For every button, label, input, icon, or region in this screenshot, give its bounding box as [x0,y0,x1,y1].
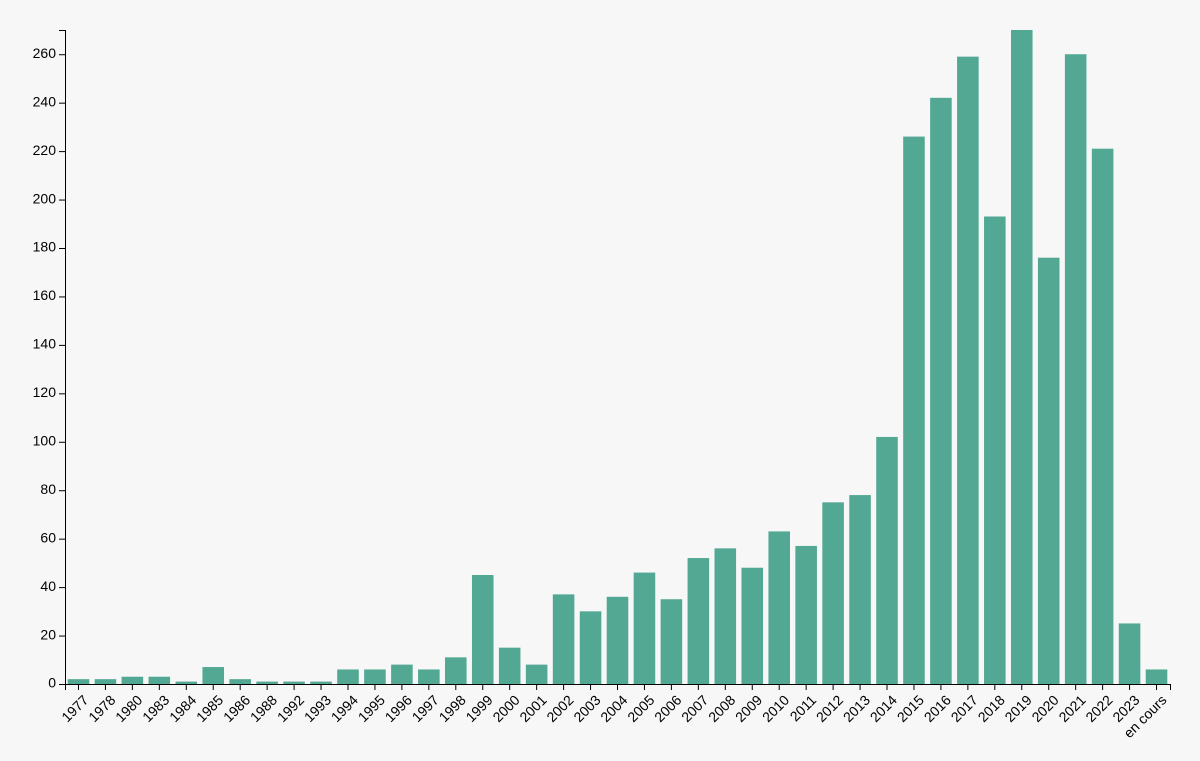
x-tick-label: 1997 [409,692,442,725]
bar-2013 [849,495,871,684]
x-tick-label: 1996 [382,692,415,725]
x-tick-label: 1980 [112,692,145,725]
y-tick-label: 260 [33,45,57,61]
bar-1980 [121,676,144,684]
bar-1996 [391,664,413,684]
y-tick-label: 180 [33,239,57,255]
bar-2017 [957,56,979,684]
x-tick-label: 1999 [462,692,495,725]
x-tick-label: 1977 [58,692,91,725]
bar-1977 [67,679,90,684]
y-tick-label: 200 [33,190,57,206]
x-tick-label: 2020 [1028,692,1061,725]
x-tick-label: 2000 [489,692,522,725]
y-tick-label: 40 [40,578,56,594]
bar-2003 [579,611,602,684]
bar-2009 [741,567,764,684]
x-tick-label: 1983 [139,692,172,725]
bar-2005 [633,572,656,684]
y-tick-label: 220 [33,142,57,158]
y-tick-label: 100 [33,432,57,448]
x-tick-label: 1985 [193,692,226,725]
bar-2011 [795,545,817,684]
x-tick-label: 2007 [678,692,711,725]
bar-2021 [1064,54,1087,685]
x-tick-label: 2012 [813,692,846,725]
bar-2002 [552,594,575,684]
bar-1985 [202,667,225,684]
y-tick-label: 80 [40,481,56,497]
x-tick-label: 2019 [1001,692,1034,725]
y-axis-line [59,30,66,685]
x-tick-label: 1993 [301,692,334,725]
x-tick-label: 1986 [220,692,253,725]
x-tick-label: 1988 [247,692,280,725]
x-tick-label: 2021 [1055,692,1088,725]
bar-1992 [283,681,305,684]
x-tick-label: 2001 [516,692,549,725]
bar-2020 [1037,257,1060,684]
bar-1999 [471,575,494,684]
x-tick-label: 2017 [948,692,981,725]
x-tick-label: 2022 [1082,692,1115,725]
x-tick-label: 2009 [732,692,765,725]
x-tick-label: 2018 [975,692,1008,725]
x-tick-label: 2004 [597,692,630,725]
bar-1995 [364,669,386,684]
y-tick-label: 240 [33,93,57,109]
bar-1997 [418,669,440,684]
bar-2010 [768,531,790,684]
x-tick-label: 1978 [85,692,118,725]
bar-2001 [525,664,548,684]
bar-2019 [1010,30,1033,684]
x-tick-label: 2013 [840,692,873,725]
y-axis: 0 20 40 60 80 100 120 140 160 180 200 220 240 260 [33,30,66,691]
x-tick-label: 2015 [894,692,927,725]
x-tick-label: 1998 [435,692,468,725]
bar-1998 [445,657,467,684]
y-tick-label: 140 [33,336,57,352]
bar-2014 [876,436,898,684]
bar-2006 [660,599,683,684]
bar-1984 [175,681,198,684]
bar-2018 [984,216,1006,684]
bar-1994 [337,669,359,684]
y-tick-label: 160 [33,287,57,303]
bar-1986 [229,679,251,684]
bar-2012 [822,502,844,684]
y-tick-label: 120 [33,384,57,400]
bars-group [67,30,1168,685]
bar-en-cours [1145,669,1168,684]
x-tick-label: 2006 [651,692,684,725]
x-tick-label: 2002 [543,692,576,725]
bar-2004 [606,596,629,684]
x-tick-label: 2008 [705,692,738,725]
bar-1993 [310,681,332,684]
y-tick-label: 0 [48,675,56,691]
y-tick-label: 20 [40,626,56,642]
x-axis: 1977197819801983198419851986198819921993… [58,684,1171,741]
x-tick-label: 2005 [624,692,657,725]
x-tick-label: 1984 [166,692,199,725]
bar-2015 [903,136,925,684]
bar-2022 [1091,148,1114,684]
bar-1988 [256,681,278,684]
bar-2000 [498,647,521,684]
x-tick-label: 2003 [570,692,603,725]
y-tick-label: 60 [40,529,56,545]
x-tick-label: 2016 [921,692,954,725]
bar-2016 [930,97,952,684]
bar-1978 [94,679,117,684]
x-tick-label: 2011 [787,692,820,725]
x-tick-label: 2010 [759,692,792,725]
bar-2007 [687,558,710,684]
x-tick-label: 1994 [328,692,361,725]
bar-2023 [1118,623,1141,684]
x-tick-label: 2014 [867,692,900,725]
bar-1983 [148,676,171,684]
x-tick-label: 1995 [355,692,388,725]
x-tick-label: 1992 [274,692,307,725]
bar-2008 [714,548,737,684]
